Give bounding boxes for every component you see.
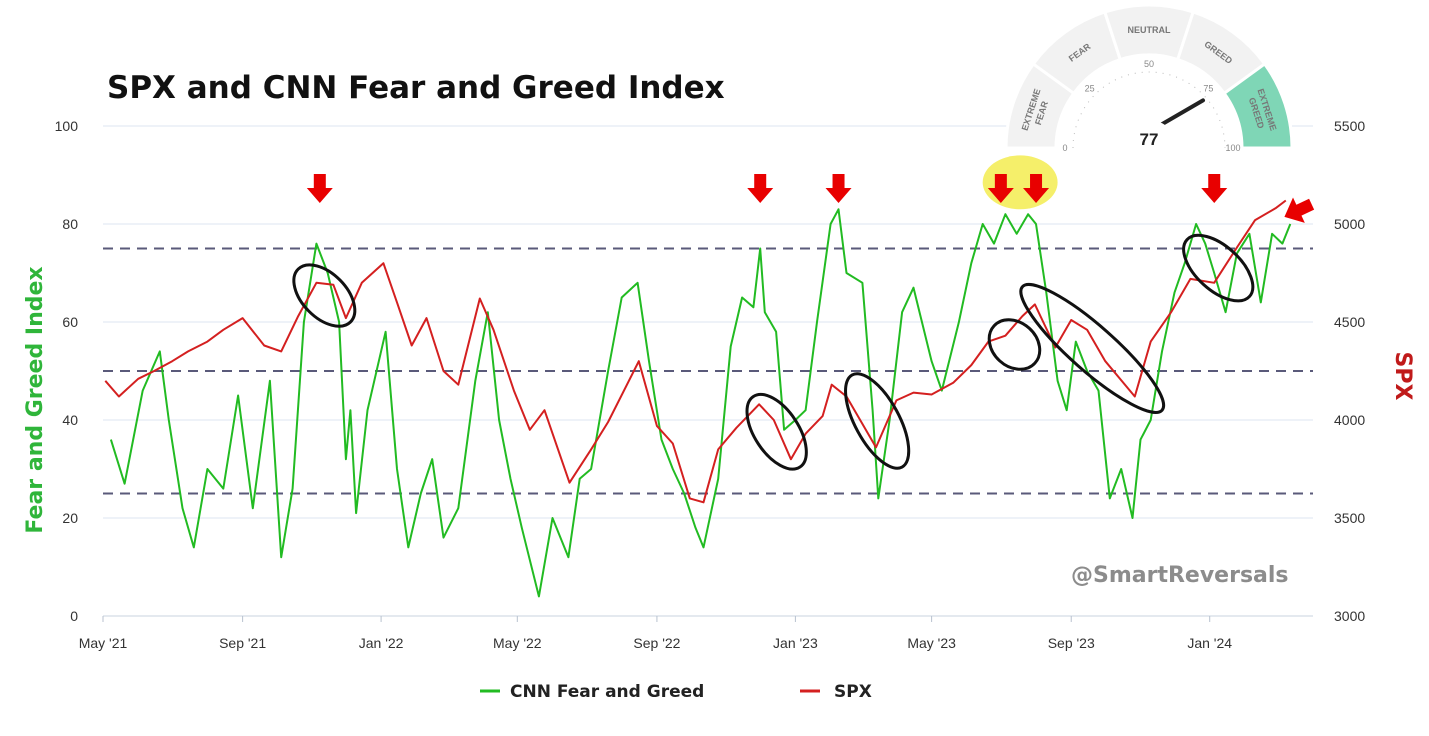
y-tick-label-right: 3000 — [1334, 608, 1365, 624]
annotation-arrows — [306, 174, 1315, 223]
annotation-ellipses — [292, 233, 1255, 471]
series-line-fear-greed — [109, 208, 1292, 598]
gauge-scale-label: 100 — [1225, 143, 1240, 153]
annotation-ellipse — [987, 318, 1042, 371]
y-tick-label-right: 5000 — [1334, 216, 1365, 232]
annotation-ellipse — [1182, 233, 1255, 303]
x-tick-label: May '21 — [79, 635, 128, 651]
y-tick-label-right: 3500 — [1334, 510, 1365, 526]
red-arrow — [1023, 174, 1050, 203]
watermark: @SmartReversals — [1071, 563, 1289, 588]
gauge-scale-label: 50 — [1144, 59, 1154, 69]
highlight-extreme-greed — [982, 155, 1058, 210]
legend: CNN Fear and Greed SPX — [480, 682, 872, 702]
gauge-hub — [1121, 120, 1177, 176]
y-tick-label-left: 100 — [55, 118, 79, 134]
x-tick-label: Sep '23 — [1048, 635, 1095, 651]
series-line-spx — [104, 199, 1287, 504]
x-tick-label: May '22 — [493, 635, 542, 651]
red-arrow — [987, 174, 1014, 203]
y-tick-label-right: 5500 — [1334, 118, 1365, 134]
red-arrow — [1201, 174, 1228, 203]
red-arrow — [747, 174, 774, 203]
fear-greed-gauge: EXTREMEFEARFEARNEUTRALGREEDEXTREMEGREED0… — [1004, 2, 1294, 176]
x-tick-label: Jan '22 — [359, 635, 404, 651]
gauge-scale-label: 75 — [1203, 84, 1213, 94]
gauge-value: 77 — [1140, 130, 1159, 149]
annotation-ellipse — [844, 372, 911, 470]
gauge-scale-label: 0 — [1062, 143, 1067, 153]
y-tick-label-left: 80 — [62, 216, 78, 232]
y-axis-label-right: SPX — [1390, 352, 1415, 401]
y-tick-label-left: 20 — [62, 510, 78, 526]
x-tick-label: Sep '22 — [633, 635, 680, 651]
axes: 0 20 40 60 80 100 3000 3500 4000 4500 5000 5500 May … — [55, 118, 1366, 651]
gauge-segment — [1222, 61, 1294, 150]
legend-label-spx: SPX — [834, 682, 872, 702]
x-tick-label: Jan '24 — [1187, 635, 1232, 651]
x-tick-label: May '23 — [907, 635, 956, 651]
gauge-needle — [1154, 98, 1206, 130]
gauge-scale-label: 25 — [1085, 84, 1095, 94]
y-tick-label-right: 4000 — [1334, 412, 1365, 428]
series-lines — [104, 199, 1292, 598]
x-tick-label: Jan '23 — [773, 635, 818, 651]
annotation-ellipse — [292, 263, 357, 328]
y-tick-label-left: 60 — [62, 314, 78, 330]
annotation-ellipse — [1019, 282, 1166, 414]
y-tick-label-left: 40 — [62, 412, 78, 428]
red-arrow — [1284, 197, 1315, 223]
x-tick-label: Sep '21 — [219, 635, 266, 651]
highlights — [982, 155, 1058, 210]
y-axis-label-left: Fear and Greed Index — [23, 266, 48, 533]
legend-label-fear-greed: CNN Fear and Greed — [510, 682, 704, 702]
y-tick-label-right: 4500 — [1334, 314, 1365, 330]
gauge-segment-label: NEUTRAL — [1128, 25, 1171, 35]
red-arrow — [825, 174, 852, 203]
red-arrow — [306, 174, 333, 203]
gauge-dotted-arc — [1072, 71, 1226, 149]
y-tick-label-left: 0 — [70, 608, 78, 624]
chart-title: SPX and CNN Fear and Greed Index — [107, 70, 725, 106]
annotation-ellipse — [745, 392, 808, 471]
